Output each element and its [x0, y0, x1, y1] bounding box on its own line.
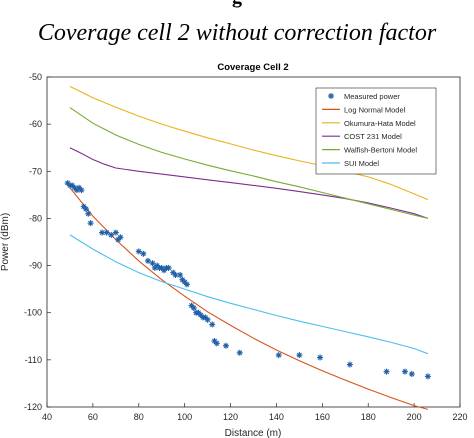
- x-tick-label: 180: [361, 412, 376, 422]
- measured-point: [108, 231, 115, 238]
- measured-point: [103, 229, 110, 236]
- measured-point: [209, 321, 216, 328]
- x-tick-label: 220: [452, 412, 467, 422]
- measured-point: [296, 352, 303, 359]
- measured-point: [165, 264, 172, 271]
- measured-point: [408, 371, 415, 377]
- measured-point: [213, 340, 220, 347]
- measured-point: [204, 316, 211, 323]
- series-line-cost-231-model: [69, 147, 429, 219]
- measured-point: [87, 220, 94, 227]
- measured-point: [112, 229, 119, 236]
- measured-point: [177, 272, 184, 278]
- x-tick-label: 40: [42, 412, 52, 422]
- measured-point: [424, 373, 431, 380]
- cropped-caption-fragment: g: [0, 0, 474, 9]
- measured-point: [236, 349, 243, 356]
- legend-label: SUI Model: [344, 159, 379, 168]
- measured-point: [190, 305, 197, 311]
- x-tick-label: 140: [269, 412, 284, 422]
- measured-point: [83, 206, 90, 212]
- measured-point: [140, 250, 147, 257]
- y-axis-ticks: -50 -60 -70 -80 -90 -100 -110 -120: [24, 72, 51, 412]
- measured-point: [117, 234, 124, 241]
- measured-point: [99, 229, 106, 236]
- measured-point: [149, 260, 156, 267]
- legend-label: Okumura-Hata Model: [344, 119, 416, 128]
- measured-point: [346, 361, 353, 368]
- legend-label: Measured power: [344, 92, 400, 101]
- measured-point: [85, 210, 92, 217]
- x-tick-label: 100: [177, 412, 192, 422]
- chart-legend: Measured power Log Normal Model Okumura-Ha…: [315, 87, 437, 175]
- y-tick-label: -60: [29, 119, 42, 129]
- y-tick-label: -50: [29, 72, 42, 82]
- y-axis-label: Power (dBm): [0, 213, 11, 271]
- figure-caption: Coverage cell 2 without correction facto…: [37, 20, 437, 46]
- measured-points: [64, 180, 431, 380]
- x-tick-label: 120: [223, 412, 238, 422]
- legend-label: COST 231 Model: [344, 132, 402, 141]
- series-line-okumura-hata-model: [69, 85, 429, 201]
- x-tick-label: 160: [315, 412, 330, 422]
- y-tick-label: -70: [29, 166, 42, 176]
- legend-label: Walfish-Bertoni Model: [344, 146, 417, 155]
- measured-point: [401, 368, 408, 375]
- y-tick-label: -110: [25, 355, 42, 365]
- measured-point: [78, 187, 85, 194]
- y-tick-label: -120: [24, 402, 42, 412]
- measured-point: [317, 354, 324, 361]
- x-axis-label: Distance (m): [225, 428, 282, 438]
- measured-point: [135, 248, 142, 255]
- model-lines: [69, 85, 429, 410]
- legend-symbol-measured: [328, 93, 334, 99]
- measured-point: [183, 281, 190, 288]
- x-tick-label: 80: [134, 412, 144, 422]
- y-tick-label: -100: [24, 308, 42, 318]
- series-line-sui-model: [69, 234, 429, 355]
- series-line-log-normal-model: [69, 187, 429, 410]
- measured-point: [222, 342, 229, 349]
- measured-point: [144, 257, 151, 264]
- chart-title: Coverage Cell 2: [217, 62, 288, 73]
- x-axis-ticks: 40 60 80 100 120 140 160 180 200 220: [42, 403, 468, 422]
- series-line-walfish-bertoni-model: [69, 107, 429, 219]
- measured-point: [275, 352, 282, 359]
- x-tick-label: 60: [88, 412, 98, 422]
- x-tick-label: 200: [407, 412, 422, 422]
- legend-box: [315, 87, 437, 175]
- y-tick-label: -90: [29, 261, 42, 271]
- legend-label: Log Normal Model: [344, 105, 406, 114]
- y-tick-label: -80: [29, 213, 42, 223]
- measured-point: [383, 368, 390, 375]
